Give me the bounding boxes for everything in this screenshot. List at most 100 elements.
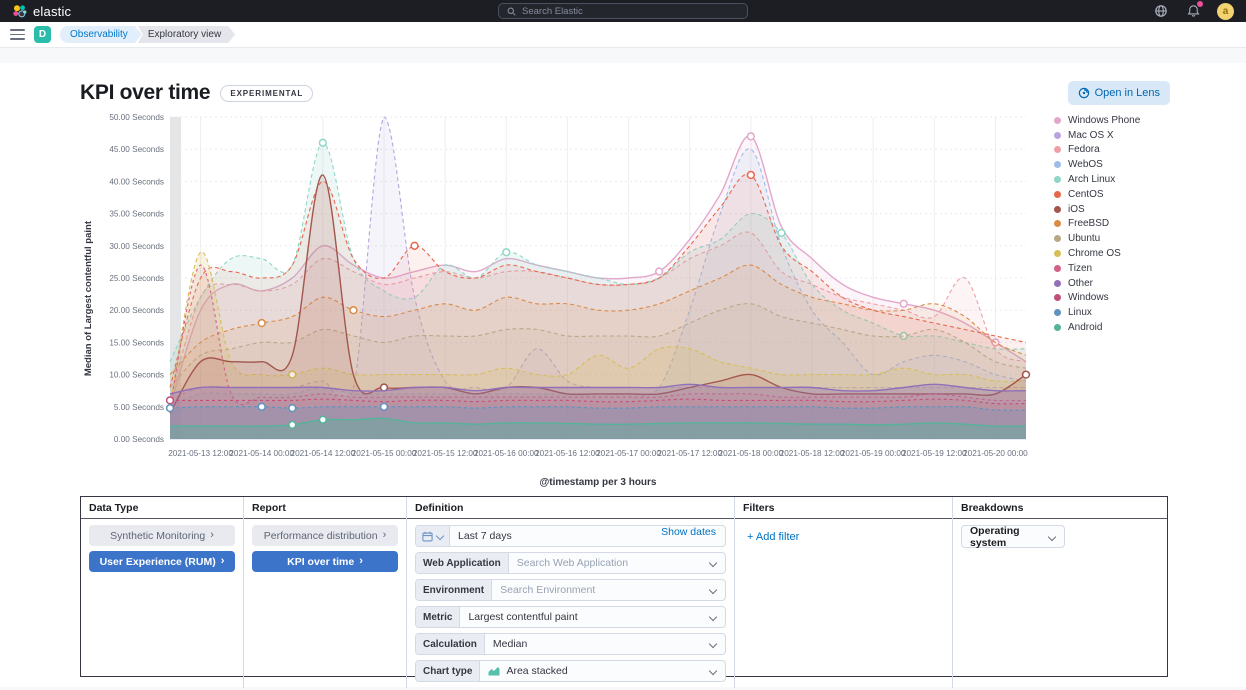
y-tick-label: 45.00 Seconds xyxy=(109,145,164,154)
legend-item[interactable]: Windows Phone xyxy=(1054,113,1196,128)
global-search[interactable] xyxy=(498,3,748,19)
series-marker xyxy=(1021,370,1031,379)
chevron-down-icon xyxy=(708,612,718,622)
filters-column: Filters + Add filter xyxy=(735,497,953,688)
series-area-freebsd xyxy=(170,265,1026,439)
series-area-other xyxy=(170,384,1026,439)
legend-item[interactable]: Linux xyxy=(1054,305,1196,320)
notification-dot xyxy=(1197,1,1203,7)
legend-item[interactable]: Ubuntu xyxy=(1054,231,1196,246)
series-line-other xyxy=(169,383,1027,395)
series-marker xyxy=(654,267,664,276)
legend-dot-icon xyxy=(1054,264,1061,272)
series-marker xyxy=(288,370,297,379)
x-tick-label: 2021-05-18 00:00 xyxy=(719,449,784,458)
series-marker xyxy=(379,402,389,411)
legend-item[interactable]: Windows xyxy=(1054,291,1196,306)
y-tick-label: 50.00 Seconds xyxy=(109,113,164,122)
legend-item[interactable]: Mac OS X xyxy=(1054,128,1196,143)
x-tick-label: 2021-05-14 12:00 xyxy=(291,449,356,458)
definition-row-chart-type[interactable]: Chart type Area stacked xyxy=(415,660,726,682)
field-label: Web Application xyxy=(416,553,509,573)
field-placeholder[interactable]: Search Environment xyxy=(500,584,596,596)
series-marker xyxy=(410,241,419,250)
calendar-icon xyxy=(422,531,433,541)
data-type-column: Data Type Synthetic Monitoring › User Expe… xyxy=(81,497,244,688)
chevron-down-icon xyxy=(708,585,718,595)
breakdown-select[interactable]: Operating system xyxy=(961,525,1065,549)
chart-legend: Windows Phone Mac OS X Fedora WebOS Arch Lin… xyxy=(1036,109,1196,488)
legend-item[interactable]: Arch Linux xyxy=(1054,172,1196,187)
legend-item[interactable]: iOS xyxy=(1054,202,1196,217)
report-option[interactable]: KPI over time › xyxy=(252,551,398,572)
series-line-android xyxy=(169,417,1027,427)
legend-dot-icon xyxy=(1054,324,1061,332)
series-marker xyxy=(746,170,756,180)
data-type-option[interactable]: Synthetic Monitoring › xyxy=(89,525,235,546)
show-dates-link[interactable]: Show dates xyxy=(661,526,716,538)
legend-label: Tizen xyxy=(1068,262,1093,274)
legend-dot-icon xyxy=(1054,250,1061,258)
x-tick-label: 2021-05-15 00:00 xyxy=(352,449,417,458)
menu-hamburger-icon[interactable] xyxy=(10,29,25,40)
legend-label: Windows Phone xyxy=(1068,114,1141,126)
series-marker xyxy=(349,306,358,315)
date-range-value[interactable]: Last 7 days xyxy=(458,530,512,542)
legend-dot-icon xyxy=(1054,176,1061,184)
series-marker xyxy=(318,415,328,424)
definition-row-metric[interactable]: Metric Largest contentful paint xyxy=(415,606,726,628)
series-line-linux xyxy=(169,405,1027,411)
date-picker[interactable]: Last 7 days Show dates xyxy=(415,525,726,547)
series-marker xyxy=(288,420,297,429)
legend-item[interactable]: FreeBSD xyxy=(1054,217,1196,232)
field-label: Environment xyxy=(416,580,493,600)
legend-item[interactable]: Android xyxy=(1054,320,1196,335)
top-navigation-bar: elastic a xyxy=(0,0,1246,22)
data-type-option[interactable]: User Experience (RUM) › xyxy=(89,551,235,572)
series-area-arch-linux xyxy=(170,142,1026,439)
add-filter-button[interactable]: + Add filter xyxy=(747,531,800,543)
legend-label: Windows xyxy=(1068,292,1109,304)
user-avatar[interactable]: a xyxy=(1217,2,1234,20)
series-marker xyxy=(165,396,175,405)
definition-row-calculation[interactable]: Calculation Median xyxy=(415,633,726,655)
legend-item[interactable]: Fedora xyxy=(1054,143,1196,158)
alerts-bell-icon[interactable] xyxy=(1185,1,1203,19)
legend-item[interactable]: Chrome OS xyxy=(1054,246,1196,261)
x-tick-label: 2021-05-16 00:00 xyxy=(474,449,539,458)
field-placeholder[interactable]: Search Web Application xyxy=(516,557,629,569)
open-in-lens-button[interactable]: Open in Lens xyxy=(1067,81,1170,105)
chevron-right-icon: › xyxy=(220,555,225,567)
legend-item[interactable]: Other xyxy=(1054,276,1196,291)
search-input[interactable] xyxy=(522,5,739,17)
legend-item[interactable]: Tizen xyxy=(1054,261,1196,276)
field-value[interactable]: Median xyxy=(492,638,528,650)
legend-item[interactable]: CentOS xyxy=(1054,187,1196,202)
breakdowns-column: Breakdowns Operating system xyxy=(953,497,1167,688)
series-marker xyxy=(288,403,297,413)
chevron-down-icon xyxy=(708,666,718,676)
chart-block: Median of Largest contentful paint 2021-… xyxy=(0,109,1246,488)
space-avatar[interactable]: D xyxy=(34,26,51,43)
definition-row-environment[interactable]: Environment Search Environment xyxy=(415,579,726,601)
deployment-icon[interactable] xyxy=(1153,3,1169,19)
field-label: Metric xyxy=(416,607,461,627)
definition-row-web-application[interactable]: Web Application Search Web Application xyxy=(415,552,726,574)
report-option[interactable]: Performance distribution › xyxy=(252,525,398,546)
report-header: Report xyxy=(244,497,406,519)
elastic-brand[interactable]: elastic xyxy=(12,4,71,19)
field-value[interactable]: Area stacked xyxy=(480,661,710,681)
series-line-windows xyxy=(170,398,1027,405)
x-tick-label: 2021-05-15 12:00 xyxy=(413,449,478,458)
series-line-ubuntu xyxy=(169,303,1027,388)
legend-item[interactable]: WebOS xyxy=(1054,157,1196,172)
x-tick-label: 2021-05-17 00:00 xyxy=(596,449,661,458)
breadcrumb-observability[interactable]: Observability xyxy=(60,26,142,43)
series-area-ios xyxy=(170,174,1026,439)
legend-label: Android xyxy=(1068,322,1103,334)
field-value[interactable]: Largest contentful paint xyxy=(468,611,578,623)
chevron-right-icon: › xyxy=(359,555,363,567)
legend-dot-icon xyxy=(1054,294,1061,302)
breadcrumb-exploratory-view[interactable]: Exploratory view xyxy=(138,26,235,43)
